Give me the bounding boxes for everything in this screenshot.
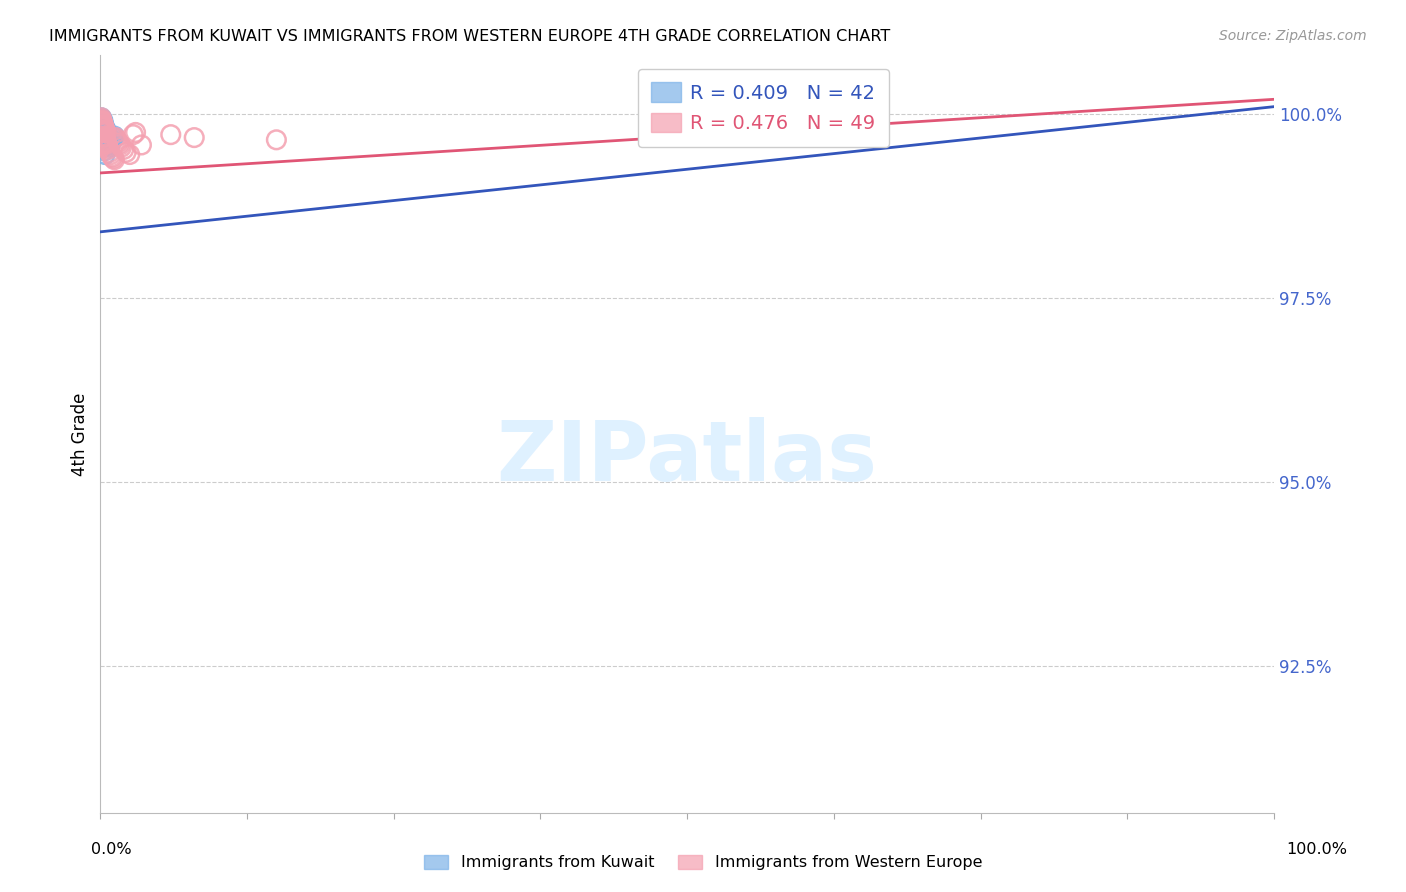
Point [91,116,114,130]
Point [96,125,118,139]
Legend: Immigrants from Kuwait, Immigrants from Western Europe: Immigrants from Kuwait, Immigrants from … [418,848,988,877]
Text: ZIPatlas: ZIPatlas [496,417,877,498]
Point [103,130,125,145]
Text: Source: ZipAtlas.com: Source: ZipAtlas.com [1219,29,1367,43]
Point [90,114,112,128]
Point [90,112,112,127]
Point [94,136,117,151]
Point [90,112,112,127]
Point [90,118,112,132]
Point [98,145,121,160]
Point [118,147,141,161]
Point [91,116,114,130]
Point [91,118,114,132]
Point [91,120,114,135]
Point [91,133,114,147]
Point [101,150,124,164]
Point [100,135,122,149]
Point [101,133,124,147]
Point [90,112,112,127]
Point [96,123,118,137]
Point [159,128,181,142]
Point [91,114,114,128]
Point [97,138,120,153]
Point [93,121,115,136]
Point [96,133,118,147]
Point [91,129,114,144]
Text: 0.0%: 0.0% [91,842,132,856]
Point [97,142,120,156]
Point [91,114,114,128]
Text: 100.0%: 100.0% [1286,842,1347,856]
Point [96,138,118,153]
Point [96,135,118,149]
Point [91,112,114,127]
Point [103,129,125,144]
Point [103,151,125,165]
Point [93,140,115,154]
Point [98,136,121,151]
Point [110,138,132,153]
Point [110,140,132,154]
Y-axis label: 4th Grade: 4th Grade [72,392,89,476]
Point [93,123,115,137]
Point [93,130,115,145]
Point [91,120,114,135]
Point [131,138,153,153]
Point [103,153,125,167]
Point [90,116,112,130]
Point [96,136,118,151]
Point [90,112,112,127]
Point [96,138,118,153]
Point [90,111,112,125]
Point [104,130,127,145]
Text: IMMIGRANTS FROM KUWAIT VS IMMIGRANTS FROM WESTERN EUROPE 4TH GRADE CORRELATION C: IMMIGRANTS FROM KUWAIT VS IMMIGRANTS FRO… [49,29,890,44]
Point [782,107,804,121]
Point [90,120,112,135]
Point [100,147,122,161]
Point [93,120,115,135]
Point [94,147,117,161]
Point [115,145,138,160]
Point [93,129,115,144]
Point [90,111,112,125]
Point [91,136,114,151]
Point [90,121,112,136]
Point [91,123,114,137]
Point [90,118,112,132]
Point [97,140,120,154]
Point [266,133,288,147]
Point [93,125,115,139]
Point [94,133,117,147]
Point [183,130,205,145]
Point [91,121,114,136]
Point [94,130,117,145]
Point [107,135,129,149]
Point [108,136,131,151]
Point [91,125,114,139]
Point [91,128,114,142]
Point [91,118,114,132]
Point [96,135,118,149]
Point [93,144,115,158]
Point [90,116,112,130]
Point [91,114,114,128]
Point [90,125,112,139]
Legend: R = 0.409   N = 42, R = 0.476   N = 49: R = 0.409 N = 42, R = 0.476 N = 49 [638,69,889,146]
Point [90,116,112,130]
Point [94,130,117,145]
Point [93,118,115,132]
Point [94,125,117,139]
Point [93,120,115,135]
Point [91,118,114,132]
Point [91,123,114,137]
Point [93,129,115,144]
Point [93,125,115,139]
Point [122,128,145,142]
Point [94,123,117,137]
Point [124,125,146,139]
Point [105,133,128,147]
Point [112,142,135,156]
Point [97,140,120,154]
